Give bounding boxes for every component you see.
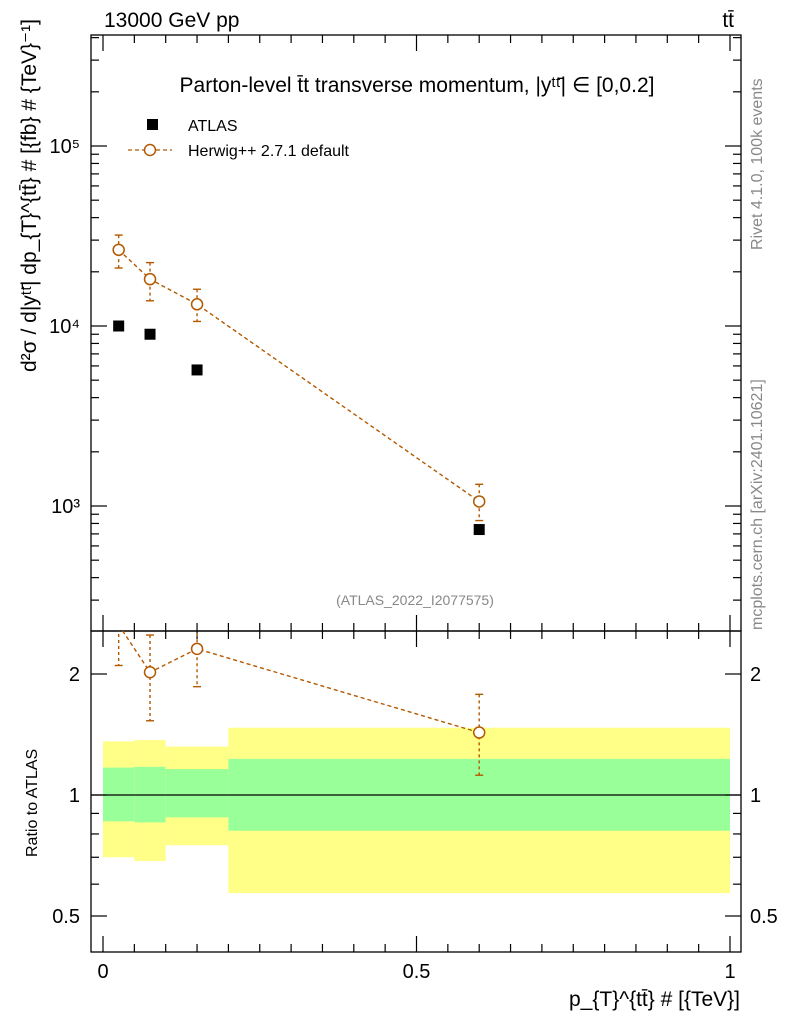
ratio-series bbox=[114, 631, 486, 776]
uncertainty-bands bbox=[103, 727, 730, 894]
legend-atlas-marker bbox=[147, 119, 158, 130]
legend-mc-label: Herwig++ 2.7.1 default bbox=[188, 143, 350, 160]
x-axis-label: p_{T}^{tt̄} # [{TeV}] bbox=[569, 988, 740, 1011]
mc-point-0 bbox=[112, 243, 125, 257]
ratio-point-3 bbox=[472, 726, 486, 739]
y-axis-label: d²σ / d|yᵗᵗ̄| dp_{T}^{tt̄} # [{fb} # {Te… bbox=[18, 19, 41, 372]
ratio-tick-label-left-1: 1 bbox=[69, 785, 80, 807]
ratio-axis-label: Ratio to ATLAS bbox=[24, 749, 41, 857]
ratio-tick-label-left-0: 0.5 bbox=[52, 906, 80, 928]
x-tick-label-2: 1 bbox=[724, 961, 735, 983]
mc-point-2 bbox=[190, 298, 204, 311]
y-tick-label-2: 10⁵ bbox=[49, 136, 80, 158]
mc-point-3 bbox=[472, 495, 486, 508]
analysis-id: (ATLAS_2022_I2077575) bbox=[336, 592, 494, 608]
band-inner-2 bbox=[165, 769, 229, 818]
y-tick-label-0: 10³ bbox=[51, 496, 80, 518]
ratio-tick-label-right-0: 0.5 bbox=[750, 906, 778, 928]
atlas-series bbox=[113, 320, 485, 536]
y-tick-label-1: 10⁴ bbox=[49, 316, 80, 338]
chart-title: Parton-level t̄t transverse momentum, |y… bbox=[180, 74, 655, 97]
mcplots-label: mcplots.cern.ch [arXiv:2401.10621] bbox=[749, 379, 766, 630]
legend-atlas-label: ATLAS bbox=[188, 118, 238, 135]
ratio-point-2 bbox=[190, 642, 204, 656]
ratio-tick-label-right-2: 2 bbox=[750, 664, 761, 686]
ratio-point-0 bbox=[117, 631, 120, 632]
atlas-point-3 bbox=[473, 524, 485, 536]
legend-mc-marker bbox=[143, 143, 157, 157]
mc-point-1 bbox=[143, 272, 157, 286]
x-tick-label-0: 0 bbox=[97, 961, 108, 983]
ratio-point-1 bbox=[143, 666, 157, 679]
axis-ticks: 10³ 10⁴ 10⁵ 0.5 0.5 1 1 2 2 0 0.5 1 bbox=[49, 35, 778, 983]
mc-series bbox=[112, 234, 486, 522]
atlas-point-2 bbox=[191, 364, 203, 376]
x-tick-label-1: 0.5 bbox=[403, 961, 431, 983]
atlas-point-1 bbox=[144, 328, 156, 340]
ratio-line bbox=[121, 631, 480, 734]
ratio-tick-label-right-1: 1 bbox=[750, 785, 761, 807]
ratio-tick-label-left-2: 2 bbox=[69, 664, 80, 686]
rivet-label: Rivet 4.1.0, 100k events bbox=[749, 78, 766, 250]
atlas-point-0 bbox=[113, 320, 125, 332]
header-process: tt̄ bbox=[722, 9, 734, 32]
mc-line bbox=[118, 249, 480, 503]
header-energy: 13000 GeV pp bbox=[104, 9, 239, 32]
